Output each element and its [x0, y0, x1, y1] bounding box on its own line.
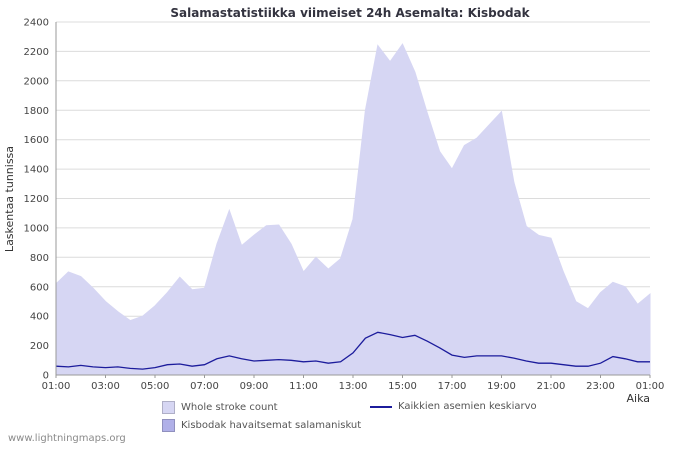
svg-text:600: 600 [30, 282, 49, 293]
svg-text:17:00: 17:00 [438, 381, 467, 392]
svg-text:09:00: 09:00 [240, 381, 269, 392]
svg-text:03:00: 03:00 [91, 381, 120, 392]
legend-item-kisbodak-detected: Kisbodak havaitsemat salamaniskut [162, 419, 361, 432]
svg-text:2000: 2000 [24, 76, 49, 87]
legend-label-whole-stroke-count: Whole stroke count [181, 402, 278, 413]
area-swatch-dark [162, 419, 175, 432]
svg-text:400: 400 [30, 312, 49, 323]
svg-text:1000: 1000 [24, 223, 49, 234]
x-axis-title: Aika [626, 392, 651, 405]
svg-text:21:00: 21:00 [537, 381, 566, 392]
legend-label-kisbodak-detected: Kisbodak havaitsemat salamaniskut [181, 420, 362, 431]
svg-text:2200: 2200 [24, 47, 49, 58]
svg-text:0: 0 [43, 371, 49, 382]
svg-text:1400: 1400 [24, 165, 49, 176]
svg-text:800: 800 [30, 253, 49, 264]
svg-text:200: 200 [30, 341, 49, 352]
legend: Whole stroke count Kaikkien asemien kesk… [162, 401, 682, 437]
area-swatch-light [162, 401, 175, 414]
svg-text:19:00: 19:00 [487, 381, 516, 392]
chart-title: Salamastatistiikka viimeiset 24h Asemalt… [170, 6, 530, 20]
svg-text:2400: 2400 [24, 18, 49, 29]
svg-text:15:00: 15:00 [388, 381, 417, 392]
legend-label-stations-average: Kaikkien asemien keskiarvo [398, 401, 537, 412]
svg-text:07:00: 07:00 [190, 381, 219, 392]
svg-text:13:00: 13:00 [339, 381, 368, 392]
svg-text:23:00: 23:00 [586, 381, 615, 392]
svg-text:05:00: 05:00 [141, 381, 170, 392]
svg-text:1600: 1600 [24, 135, 49, 146]
svg-text:1200: 1200 [24, 194, 49, 205]
svg-text:01:00: 01:00 [636, 381, 665, 392]
legend-item-stations-average: Kaikkien asemien keskiarvo [370, 401, 537, 412]
svg-text:1800: 1800 [24, 106, 49, 117]
svg-text:01:00: 01:00 [42, 381, 71, 392]
line-swatch [370, 405, 392, 408]
svg-text:11:00: 11:00 [289, 381, 318, 392]
watermark-link: www.lightningmaps.org [8, 433, 126, 444]
legend-item-whole-stroke-count: Whole stroke count [162, 401, 278, 414]
